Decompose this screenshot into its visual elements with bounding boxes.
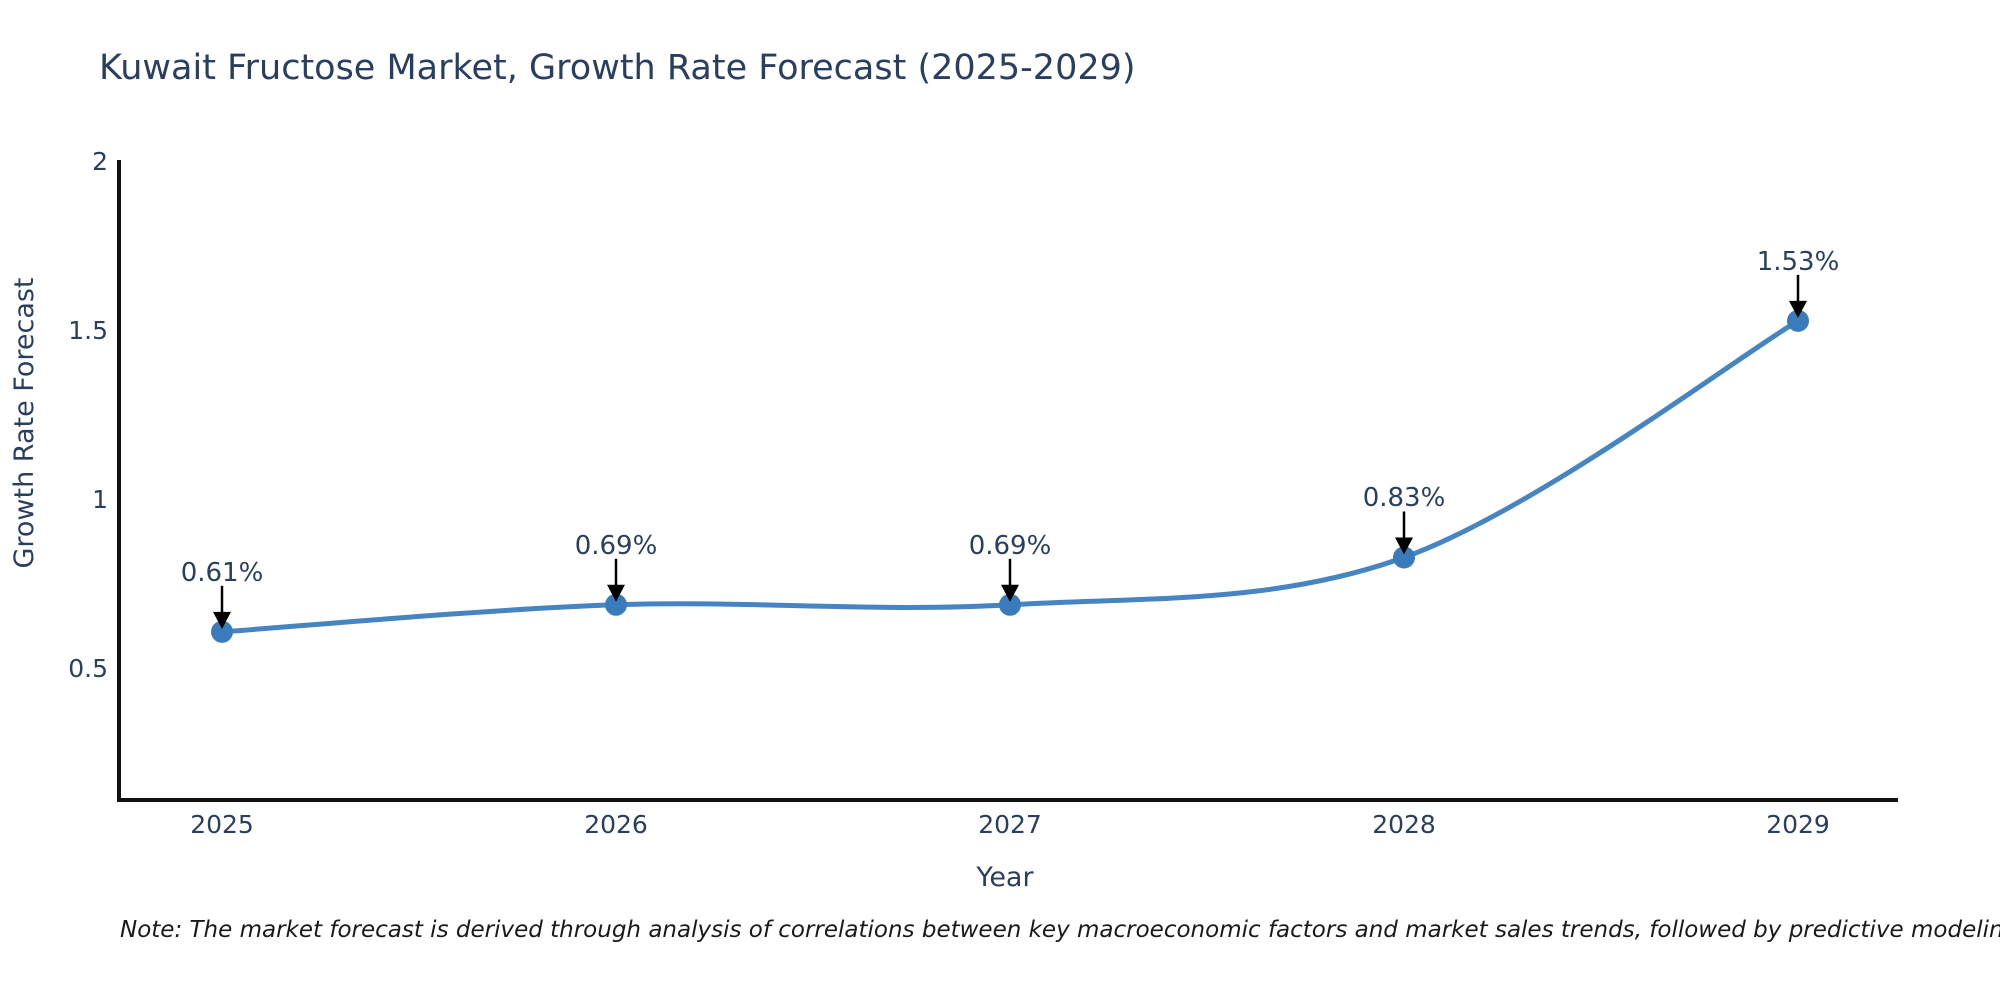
data-point-marker	[211, 620, 233, 643]
point-label: 0.83%	[1362, 483, 1446, 514]
y-tick-label: 1.5	[68, 316, 108, 345]
chart-title: Kuwait Fructose Market, Growth Rate Fore…	[99, 48, 1136, 88]
point-label: 0.69%	[968, 530, 1052, 561]
annotation-arrow-head	[1789, 300, 1807, 318]
data-point-marker	[1393, 546, 1415, 569]
data-point-marker	[605, 593, 627, 616]
point-label: 0.69%	[574, 530, 658, 561]
data-point-marker	[999, 593, 1021, 616]
annotation-arrow-head	[213, 611, 231, 629]
x-tick-label: 2025	[190, 810, 254, 839]
footnote: Note: The market forecast is derived thr…	[120, 917, 2000, 943]
data-point-marker	[1787, 309, 1809, 332]
x-tick-label: 2028	[1372, 810, 1436, 839]
y-tick-label: 2	[92, 147, 108, 176]
x-tick-label: 2027	[978, 810, 1042, 839]
annotation-arrow-head	[1001, 584, 1019, 602]
x-tick-label: 2029	[1766, 810, 1830, 839]
annotation-arrow-head	[607, 584, 625, 602]
point-label: 0.61%	[180, 557, 264, 588]
annotation-arrow-head	[1395, 537, 1413, 555]
x-tick-label: 2026	[584, 810, 648, 839]
y-tick-label: 0.5	[68, 654, 108, 683]
x-axis-title: Year	[976, 862, 1034, 893]
y-tick-label: 1	[92, 485, 108, 514]
point-label: 1.53%	[1756, 246, 1840, 277]
